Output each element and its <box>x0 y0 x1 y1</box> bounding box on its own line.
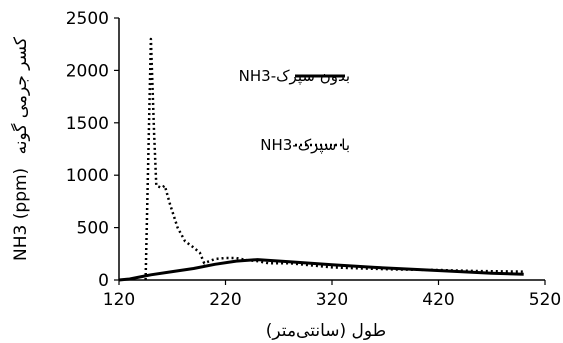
y-tick-label: 1000 <box>66 166 109 186</box>
legend-label-no-spark: NH3-بدون سپرک <box>239 67 350 86</box>
plot-area <box>118 37 524 282</box>
x-axis-title: طول (سانتی‌متر) <box>266 321 386 341</box>
y-tick-label: 2500 <box>66 9 109 29</box>
series-line-no-spark <box>118 258 524 282</box>
legend: NH3-بدون سپرک NH3-با سپرک <box>239 67 350 155</box>
x-tick-label: 120 <box>103 290 135 310</box>
x-tick-label: 420 <box>422 290 454 310</box>
x-tick-label: 320 <box>316 290 348 310</box>
y-axis-title-text: NH3 (ppm) کسر جرمی گونه <box>10 36 31 261</box>
y-axis-title-persian: کسر جرمی گونه <box>10 36 31 154</box>
legend-label-with-spark: NH3-با سپرک <box>260 136 350 155</box>
y-tick-label: 1500 <box>66 114 109 134</box>
y-axis-title-latin: NH3 (ppm) <box>11 168 31 261</box>
x-tick-label: 520 <box>529 290 561 310</box>
y-tick-label: 2000 <box>66 61 109 81</box>
y-axis-title: NH3 (ppm) کسر جرمی گونه <box>10 36 31 261</box>
y-tick-label: 0 <box>98 271 109 291</box>
y-tick-label: 500 <box>77 219 109 239</box>
x-tick-label: 220 <box>209 290 241 310</box>
axes: 0 500 1000 1500 2000 2500 120 220 320 420 520 <box>66 9 561 310</box>
